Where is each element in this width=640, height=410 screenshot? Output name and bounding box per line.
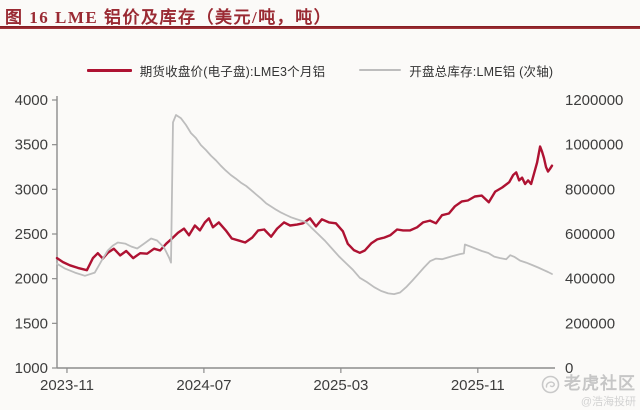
chart-legend: 期货收盘价(电子盘):LME3个月铝 开盘总库存:LME铝 (次轴)	[0, 61, 640, 79]
y-axis-right-label: 1200000	[565, 92, 623, 109]
x-axis-label: 2025-11	[451, 377, 505, 394]
y-axis-right-label: 800000	[565, 181, 615, 198]
x-axis-label: 2023-11	[40, 377, 94, 394]
title-underline	[0, 26, 640, 29]
tiger-badge-icon	[541, 375, 560, 394]
y-axis-left-label: 2500	[15, 226, 48, 243]
watermark-brand-row: 老虎社区	[541, 374, 636, 394]
y-axis-left-label: 3000	[15, 181, 48, 198]
watermark: 老虎社区 @浩海投研	[541, 374, 636, 408]
y-axis-left-label: 3500	[15, 137, 48, 154]
inventory-line	[56, 114, 553, 296]
price-line-swatch	[86, 68, 132, 72]
x-axis-label: 2025-03	[313, 377, 368, 394]
y-axis-right-label: 1000000	[565, 137, 623, 154]
y-axis-left-label: 4000	[15, 92, 48, 109]
inventory-legend-label: 开盘总库存:LME铝 (次轴)	[409, 64, 554, 79]
y-axis-right-label: 400000	[565, 271, 615, 288]
y-axis-left-label: 1500	[15, 315, 48, 332]
y-axis-right-label: 200000	[565, 315, 615, 332]
legend-item-price: 期货收盘价(电子盘):LME3个月铝	[86, 61, 326, 80]
figure-title: 图 16 LME 铝价及库存（美元/吨，吨）	[5, 8, 333, 27]
y-axis-right-label: 600000	[565, 226, 615, 243]
legend-item-inventory: 开盘总库存:LME铝 (次轴)	[359, 61, 553, 80]
y-axis-left-label: 2000	[15, 271, 48, 288]
y-axis-left-label: 1000	[15, 360, 48, 377]
price-line	[55, 145, 554, 272]
watermark-brand-text: 老虎社区	[564, 374, 636, 394]
price-legend-label: 期货收盘价(电子盘):LME3个月铝	[139, 64, 326, 79]
inventory-line-swatch	[359, 69, 402, 71]
watermark-handle: @浩海投研	[580, 395, 636, 408]
x-axis-label: 2024-07	[176, 377, 231, 394]
